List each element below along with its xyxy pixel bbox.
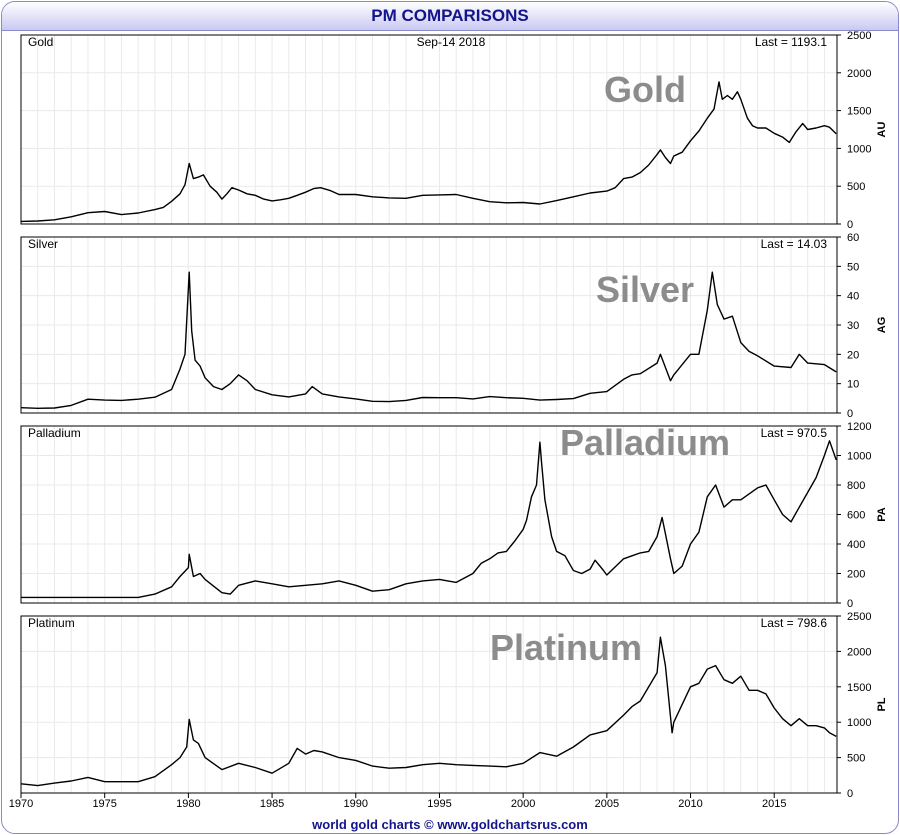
x-tick-label: 1980	[176, 798, 200, 810]
y-tick-label: 50	[847, 261, 859, 273]
y-tick-label: 60	[847, 232, 859, 244]
watermark-label: Palladium	[560, 422, 730, 463]
chart-date: Sep-14 2018	[417, 35, 486, 49]
panel-gold: 0 500 1000 1500 2000 2500 Gold Gold Last = 1193.…	[20, 30, 888, 231]
series-name-label: Platinum	[28, 616, 75, 630]
x-axis: 1970 1975 1980 1985 1990 1995 2000 2005 2010 2015	[9, 793, 786, 810]
y-tick-label: 500	[847, 753, 865, 765]
y-tick-label: 1500	[847, 682, 871, 694]
x-tick-label: 1990	[344, 798, 368, 810]
y-tick-label: 400	[847, 539, 865, 551]
series-line-gold	[20, 81, 837, 223]
y-tick-label: 500	[847, 181, 865, 193]
y-tick-label: 20	[847, 349, 859, 361]
footer-credit: world gold charts © www.goldchartsrus.co…	[312, 817, 588, 832]
x-tick-label: 1995	[427, 798, 451, 810]
y-tick-label: 2000	[847, 68, 871, 80]
y-axis-label: PL	[876, 697, 888, 711]
y-tick-label: 1500	[847, 106, 871, 118]
panel-frame	[20, 425, 838, 604]
title-bar: PM COMPARISONS	[2, 2, 898, 31]
x-tick-label: 2005	[595, 798, 619, 810]
watermark-label: Gold	[604, 69, 686, 110]
last-value-label: Last = 14.03	[761, 237, 828, 251]
panel-frame	[20, 34, 838, 225]
y-tick-label: 1200	[847, 421, 871, 433]
x-tick-label: 1975	[92, 798, 116, 810]
panel-frame	[20, 615, 838, 794]
y-axis-label: PA	[876, 507, 888, 522]
y-tick-label: 0	[847, 219, 853, 231]
last-value-label: Last = 798.6	[761, 616, 828, 630]
y-axis-label: AG	[876, 317, 888, 334]
y-tick-label: 1000	[847, 143, 871, 155]
panel-frame	[20, 236, 838, 414]
y-tick-label: 10	[847, 379, 859, 391]
last-value-label: Last = 1193.1	[755, 35, 827, 49]
y-axis-label: AU	[876, 122, 888, 138]
x-tick-label: 1985	[260, 798, 284, 810]
x-tick-label: 2010	[678, 798, 702, 810]
series-name-label: Silver	[28, 237, 58, 251]
series-line-platinum	[20, 636, 837, 787]
y-tick-label: 0	[847, 788, 853, 800]
panel-silver: 0 10 20 30 40 50 60 Silver Silver Last = 14.03 AG	[20, 232, 888, 420]
series-line-silver	[20, 271, 837, 409]
y-tick-label: 40	[847, 291, 859, 303]
x-tick-label: 1970	[9, 798, 33, 810]
x-tick-label: 2000	[511, 798, 535, 810]
y-tick-label: 2000	[847, 646, 871, 658]
y-tick-label: 600	[847, 510, 865, 522]
series-name-label: Gold	[28, 35, 53, 49]
y-tick-label: 2500	[847, 30, 871, 42]
series-line-palladium	[21, 440, 837, 599]
series-name-label: Palladium	[28, 426, 81, 440]
y-tick-label: 200	[847, 569, 865, 581]
y-tick-label: 1000	[847, 451, 871, 463]
y-tick-label: 0	[847, 408, 853, 420]
watermark-label: Platinum	[490, 627, 642, 668]
y-tick-label: 800	[847, 480, 865, 492]
y-tick-label: 1000	[847, 717, 871, 729]
y-tick-label: 2500	[847, 611, 871, 623]
y-tick-label: 30	[847, 320, 859, 332]
x-tick-label: 2015	[762, 798, 786, 810]
page-title: PM COMPARISONS	[371, 6, 529, 25]
panel-palladium: 0 200 400 600 800 1000 1200 Palladium Palladium L…	[20, 421, 888, 610]
y-tick-label: 0	[847, 598, 853, 610]
last-value-label: Last = 970.5	[761, 426, 828, 440]
panel-platinum: 0 500 1000 1500 2000 2500 Platinum Platinum Last…	[20, 611, 888, 800]
watermark-label: Silver	[596, 269, 694, 310]
